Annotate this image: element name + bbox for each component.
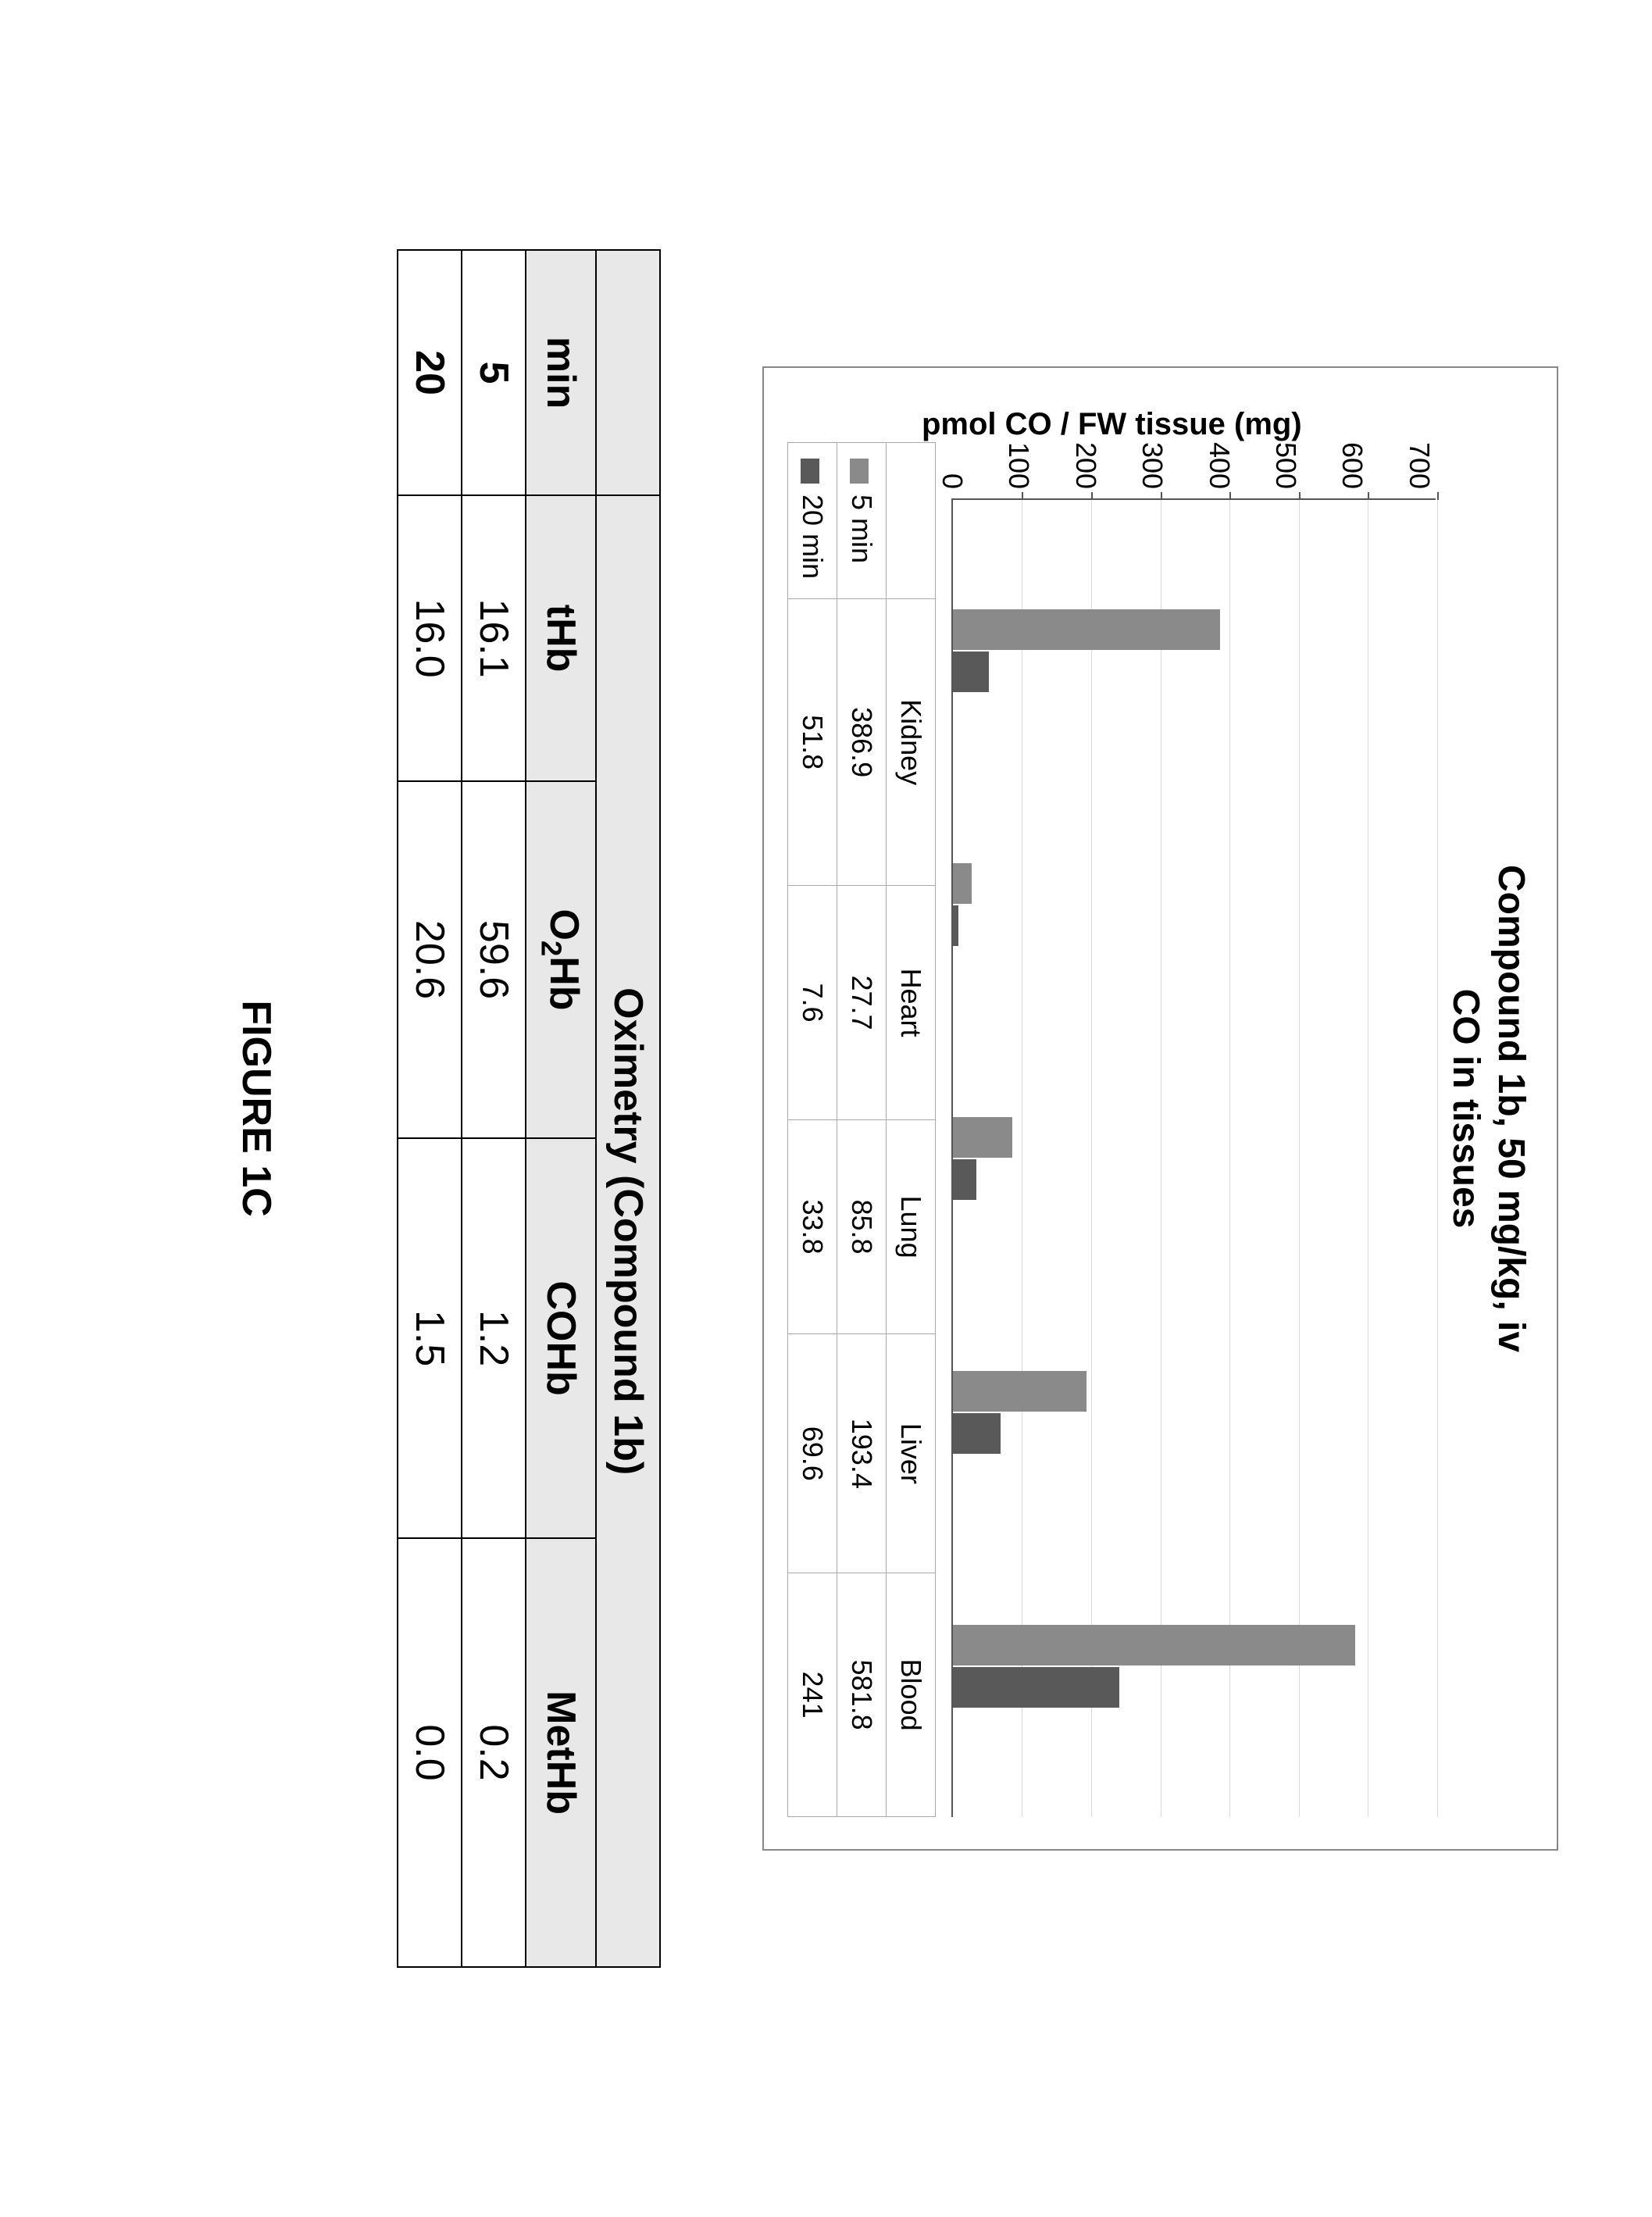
bar-group-kidney	[953, 523, 1221, 777]
bar	[953, 905, 958, 946]
ox-col-COHb: COHb	[526, 1138, 595, 1538]
category-label: Lung	[886, 1119, 935, 1334]
data-cell: 69.6	[787, 1334, 837, 1573]
oximetry-body: 516.159.61.20.2 2016.020.61.50.0	[398, 250, 526, 1967]
ox-cell: 0.0	[398, 1538, 462, 1967]
legend-5-min: 5 min	[837, 443, 886, 599]
bar	[953, 1371, 1086, 1412]
ox-cell: 20	[398, 250, 462, 495]
y-axis-ticks: 700 600 500 400 300 200 100 0	[936, 442, 1436, 498]
bar	[953, 863, 972, 904]
data-cell: 33.8	[787, 1119, 837, 1334]
ox-cell: 1.2	[462, 1138, 526, 1538]
data-cell: 7.6	[787, 886, 837, 1119]
bar	[953, 1667, 1119, 1708]
y-tick-label: 0	[936, 473, 969, 489]
bar-group-lung	[953, 1031, 1012, 1285]
data-cell: 241	[787, 1573, 837, 1817]
y-tick-label: 600	[1336, 442, 1368, 489]
plot-area	[951, 498, 1436, 1817]
bar	[953, 1413, 1001, 1454]
oximetry-column-row: mintHbO2HbCOHbMetHb	[526, 250, 595, 1967]
legend-swatch-icon	[850, 459, 869, 484]
bar	[953, 1117, 1012, 1158]
data-cell: 581.8	[837, 1573, 886, 1817]
figure-label: FIGURE 1C	[233, 1000, 280, 1216]
tissue-co-chart: Compound 1b, 50 mg/kg, iv CO in tissues …	[762, 366, 1558, 1851]
legend-swatch-icon	[801, 459, 819, 484]
ox-col-O2Hb: O2Hb	[526, 781, 595, 1138]
bar-group-heart	[953, 777, 972, 1031]
ox-cell: 0.2	[462, 1538, 526, 1967]
ox-cell: 59.6	[462, 781, 526, 1138]
category-label: Heart	[886, 886, 935, 1119]
y-tick-label: 300	[1136, 442, 1169, 489]
y-tick-label: 200	[1069, 442, 1102, 489]
legend-20-min: 20 min	[787, 443, 837, 599]
ox-cell: 1.5	[398, 1138, 462, 1538]
category-label: Liver	[886, 1334, 935, 1573]
ox-cell: 16.1	[462, 495, 526, 781]
bar-group-liver	[953, 1286, 1086, 1540]
chart-title-line2: CO in tissues	[1443, 399, 1489, 1818]
y-tick-label: 100	[1002, 442, 1035, 489]
y-axis-label: pmol CO / FW tissue (mg)	[787, 399, 1436, 442]
ox-col-min: min	[526, 250, 595, 495]
bar	[953, 1625, 1355, 1665]
data-cell: 51.8	[787, 599, 837, 886]
ox-cell: 5	[462, 250, 526, 495]
y-tick-label: 400	[1203, 442, 1236, 489]
oximetry-blank-header	[596, 250, 660, 495]
ox-col-tHb: tHb	[526, 495, 595, 781]
ox-cell: 16.0	[398, 495, 462, 781]
oximetry-table: Oximetry (Compound 1b) mintHbO2HbCOHbMet…	[397, 249, 660, 1968]
bar	[953, 652, 989, 692]
category-label: Blood	[886, 1573, 935, 1817]
bar-group-blood	[953, 1540, 1355, 1794]
y-tick-label: 700	[1403, 442, 1436, 489]
y-tick-label: 500	[1269, 442, 1302, 489]
category-label: Kidney	[886, 599, 935, 886]
data-cell: 193.4	[837, 1334, 886, 1573]
chart-title: Compound 1b, 50 mg/kg, iv CO in tissues	[1443, 399, 1533, 1818]
data-cell: 85.8	[837, 1119, 886, 1334]
oximetry-title: Oximetry (Compound 1b)	[596, 495, 660, 1967]
data-cell: 386.9	[837, 599, 886, 886]
ox-col-MetHb: MetHb	[526, 1538, 595, 1967]
chart-title-line1: Compound 1b, 50 mg/kg, iv	[1488, 399, 1533, 1818]
data-cell: 27.7	[837, 886, 886, 1119]
bar	[953, 609, 1221, 650]
chart-data-table: KidneyHeartLungLiverBlood 5 min386.927.78…	[787, 442, 936, 1817]
bar	[953, 1159, 976, 1200]
ox-cell: 20.6	[398, 781, 462, 1138]
